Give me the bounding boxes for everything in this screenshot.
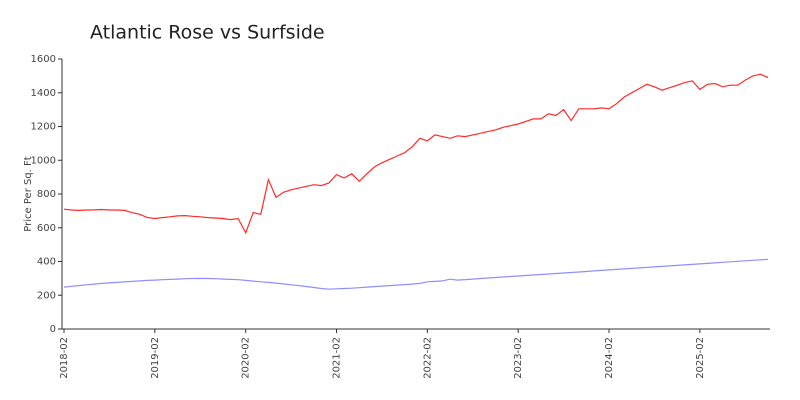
x-tick-label: 2018-02: [59, 337, 70, 379]
series-line: [63, 73, 769, 235]
x-tick-label: 2021-02: [332, 337, 343, 379]
x-tick-label: 2024-02: [604, 337, 615, 379]
x-tick-label: 2023-02: [513, 337, 524, 379]
x-tick-label: 2020-02: [241, 337, 252, 379]
y-tick-label: 1000: [31, 155, 56, 166]
x-tick-label: 2025-02: [695, 337, 706, 379]
x-tick-label: 2022-02: [422, 337, 433, 379]
y-tick-label: 600: [37, 223, 56, 234]
y-tick-label: 200: [37, 290, 56, 301]
y-tick-label: 400: [37, 257, 56, 268]
y-axis-label: Price Per Sq. Ft: [23, 156, 34, 231]
y-tick-label: 1400: [31, 88, 56, 99]
chart-title: Atlantic Rose vs Surfside: [90, 22, 325, 44]
y-tick-label: 0: [50, 324, 56, 335]
y-tick-label: 800: [37, 189, 56, 200]
y-tick-label: 1200: [31, 122, 56, 133]
y-tick-label: 1600: [31, 54, 56, 65]
x-tick-label: 2019-02: [150, 337, 161, 379]
series-line: [63, 258, 769, 290]
